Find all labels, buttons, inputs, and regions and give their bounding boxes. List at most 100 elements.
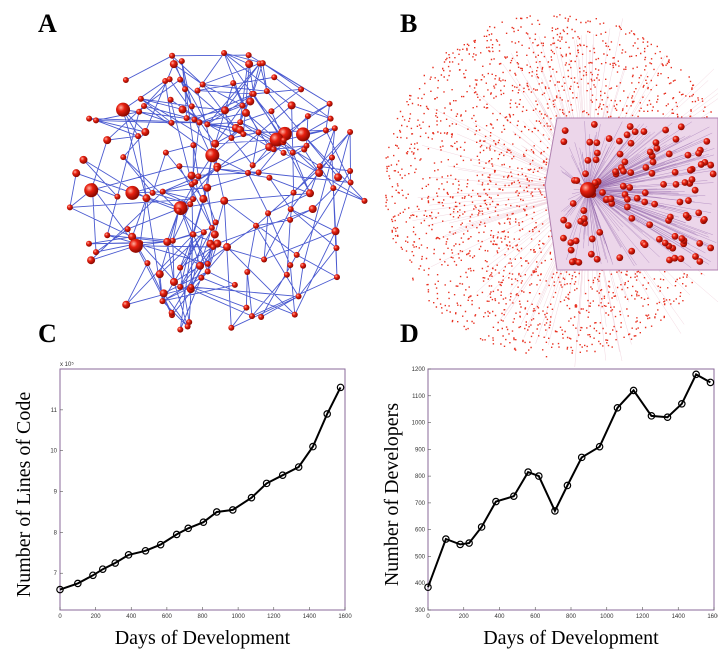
node — [237, 119, 244, 126]
node — [584, 157, 592, 164]
panel-label: D — [400, 319, 419, 348]
x-tick-label: 1200 — [636, 614, 650, 620]
y-multiplier: x 10⁵ — [60, 361, 74, 368]
node — [628, 247, 636, 255]
panel-label: B — [400, 9, 417, 38]
node — [322, 127, 329, 134]
node — [194, 87, 201, 94]
y-tick-label: 11 — [51, 408, 58, 414]
line — [59, 386, 342, 591]
node — [178, 58, 185, 65]
node — [167, 96, 174, 103]
node — [263, 88, 270, 95]
node — [259, 60, 266, 67]
node — [162, 149, 169, 156]
node — [661, 239, 669, 247]
y-tick-label: 1200 — [412, 367, 426, 373]
network-a — [66, 49, 368, 333]
node — [646, 148, 654, 156]
node — [560, 138, 568, 146]
x-tick-label: 400 — [126, 614, 137, 620]
node — [564, 222, 572, 229]
node — [633, 194, 641, 202]
node — [86, 115, 93, 122]
node — [331, 227, 340, 236]
node — [268, 108, 275, 115]
marker — [465, 539, 473, 547]
node — [190, 196, 197, 203]
node — [561, 127, 569, 135]
node — [200, 229, 207, 236]
node — [599, 189, 606, 196]
node — [685, 197, 692, 204]
node — [306, 189, 315, 198]
network-b — [385, 14, 718, 368]
node — [116, 102, 131, 117]
node — [648, 169, 656, 177]
node — [177, 326, 184, 333]
node — [666, 213, 674, 221]
node — [580, 207, 588, 214]
node — [187, 171, 196, 180]
node — [649, 158, 657, 166]
node — [347, 179, 354, 186]
node — [155, 270, 164, 279]
node — [573, 177, 581, 184]
node — [141, 128, 150, 137]
marker — [442, 535, 450, 543]
node — [114, 193, 121, 200]
node — [261, 256, 268, 263]
node — [641, 198, 649, 206]
node — [605, 135, 613, 142]
node — [707, 244, 715, 252]
node — [136, 108, 143, 115]
node — [662, 126, 670, 134]
marker — [212, 508, 221, 516]
node — [300, 262, 307, 269]
marker — [124, 551, 133, 559]
x-tick-label: 800 — [197, 614, 208, 620]
x-tick-label: 0 — [426, 614, 430, 620]
node — [696, 258, 704, 265]
node — [688, 176, 696, 183]
node — [621, 158, 629, 166]
node — [631, 128, 639, 136]
node — [347, 129, 354, 136]
node — [177, 76, 184, 83]
panel-label: C — [38, 319, 57, 348]
node — [191, 116, 198, 123]
node — [212, 219, 219, 226]
y-tick-label: 1100 — [412, 394, 426, 400]
node — [684, 151, 692, 159]
marker — [424, 583, 432, 592]
node — [245, 60, 254, 69]
node — [85, 240, 92, 247]
node — [149, 189, 156, 196]
node — [142, 194, 151, 203]
node — [87, 256, 96, 265]
node — [287, 262, 294, 269]
x-tick-label: 200 — [91, 614, 102, 620]
node — [144, 260, 151, 267]
node — [671, 168, 679, 176]
node — [671, 254, 679, 262]
y-tick-label: 500 — [415, 554, 426, 560]
node — [327, 115, 334, 122]
node — [593, 139, 601, 147]
node — [678, 235, 686, 242]
node — [628, 214, 636, 222]
node — [228, 324, 235, 331]
marker — [595, 442, 604, 451]
node — [656, 235, 663, 243]
node — [682, 211, 690, 219]
marker — [98, 565, 107, 573]
node — [651, 200, 659, 208]
node — [258, 314, 265, 321]
node — [175, 207, 182, 214]
node — [653, 144, 661, 152]
node — [291, 311, 298, 318]
node — [269, 132, 284, 147]
node — [293, 251, 300, 258]
node — [182, 86, 189, 93]
node — [283, 271, 290, 278]
